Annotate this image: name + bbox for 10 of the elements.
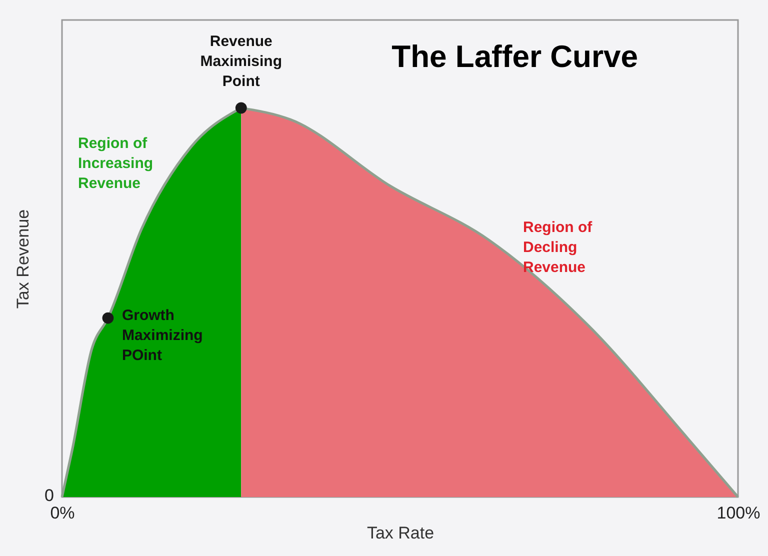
chart-title: The Laffer Curve (392, 39, 638, 74)
y-axis-title: Tax Revenue (14, 209, 32, 309)
x-tick-label: 100% (716, 504, 760, 522)
x-axis-title: Tax Rate (366, 524, 434, 542)
annotation: Region of Increasing Revenue (78, 135, 154, 192)
x-tick-label: 0% (50, 504, 75, 522)
annotation: Growth Maximizing POint (122, 307, 203, 364)
annotation: Region of Decling Revenue (523, 219, 594, 276)
text: 0 (44, 486, 54, 505)
annotation: Revenue Maximising Point (200, 32, 282, 90)
